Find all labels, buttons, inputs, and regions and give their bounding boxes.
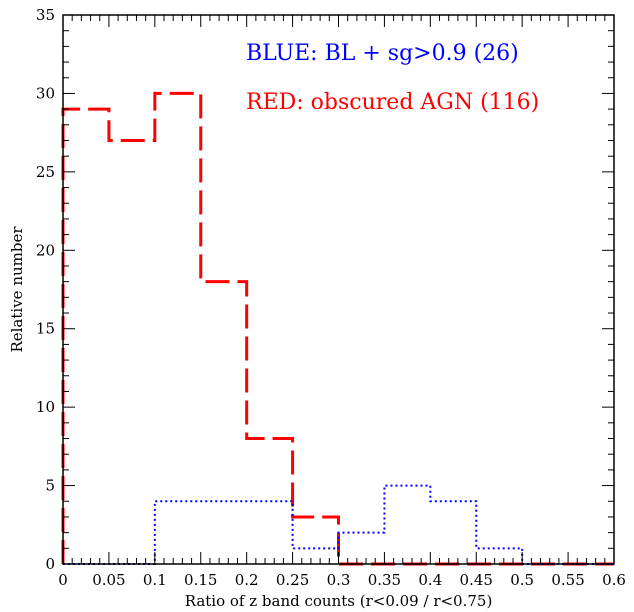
x-tick-label: 0.05 <box>92 571 125 589</box>
x-tick-label: 0.1 <box>143 571 167 589</box>
y-tick-label: 30 <box>36 84 55 102</box>
x-tick-label: 0.35 <box>368 571 401 589</box>
legend-entry-red: RED: obscured AGN (116) <box>246 90 539 115</box>
y-tick-label: 25 <box>36 163 55 181</box>
x-tick-label: 0.15 <box>184 571 217 589</box>
y-tick-label: 15 <box>36 320 55 338</box>
x-tick-label: 0.4 <box>418 571 442 589</box>
plot-series <box>61 91 614 566</box>
axis-ticks <box>62 14 615 565</box>
y-tick-label: 35 <box>36 6 55 24</box>
y-axis-title: Relative number <box>8 226 26 353</box>
blue-series-step-line <box>63 484 614 565</box>
x-tick-label: 0.45 <box>460 571 493 589</box>
x-tick-label: 0.2 <box>235 571 259 589</box>
x-axis-title: Ratio of z band counts (r<0.09 / r<0.75) <box>185 592 493 610</box>
x-tick-label: 0.3 <box>327 571 351 589</box>
red-series-step-line <box>61 91 614 566</box>
y-tick-label: 0 <box>45 555 55 573</box>
x-tick-label: 0 <box>58 571 68 589</box>
x-tick-label: 0.25 <box>276 571 309 589</box>
x-tick-label: 0.55 <box>551 571 584 589</box>
x-tick-label: 0.6 <box>602 571 626 589</box>
tick-labels: 0 0.05 0.1 0.15 0.2 0.25 0.3 0.35 0.4 0.45 0.5 0.55… <box>36 6 626 589</box>
legend-entry-blue: BLUE: BL + sg>0.9 (26) <box>246 41 519 66</box>
y-tick-label: 20 <box>36 241 55 259</box>
y-tick-label: 5 <box>45 477 55 495</box>
x-tick-label: 0.5 <box>510 571 534 589</box>
y-tick-label: 10 <box>36 398 55 416</box>
